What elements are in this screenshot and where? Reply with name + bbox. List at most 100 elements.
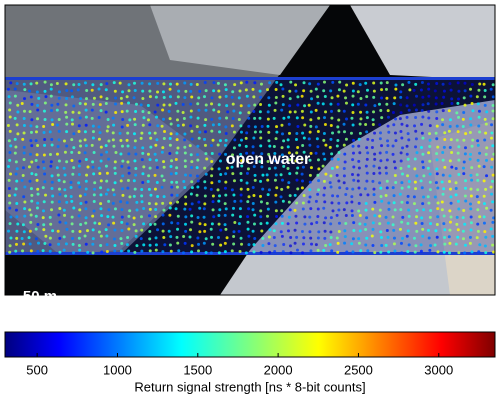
lidar-point xyxy=(268,144,272,148)
lidar-point xyxy=(139,237,143,241)
lidar-point xyxy=(104,192,108,196)
lidar-point xyxy=(457,251,461,255)
lidar-point xyxy=(296,187,300,191)
lidar-point xyxy=(23,97,27,101)
lidar-point xyxy=(379,109,383,113)
lidar-point xyxy=(50,208,54,212)
lidar-point xyxy=(394,181,398,185)
lidar-point xyxy=(203,80,207,84)
lidar-point xyxy=(211,208,215,212)
lidar-point xyxy=(364,201,368,205)
lidar-point xyxy=(216,81,220,85)
lidar-point xyxy=(168,243,172,247)
lidar-point xyxy=(57,213,61,217)
lidar-point xyxy=(443,228,447,232)
lidar-point xyxy=(142,222,146,226)
lidar-point xyxy=(392,194,396,198)
lidar-point xyxy=(105,82,109,86)
lidar-point xyxy=(443,165,447,169)
lidar-point xyxy=(78,208,82,212)
lidar-point xyxy=(8,206,12,210)
lidar-point xyxy=(394,139,398,143)
lidar-point xyxy=(443,137,447,141)
lidar-point xyxy=(345,187,349,191)
lidar-point xyxy=(181,103,185,107)
lidar-point xyxy=(421,227,425,231)
lidar-point xyxy=(8,101,12,105)
lidar-point xyxy=(336,94,340,98)
lidar-point xyxy=(484,152,488,156)
lidar-point xyxy=(44,234,48,238)
lidar-point xyxy=(477,164,481,168)
lidar-point xyxy=(176,241,180,245)
lidar-point xyxy=(211,123,215,127)
lidar-point xyxy=(378,171,382,175)
lidar-point xyxy=(308,195,312,199)
lidar-point xyxy=(461,216,465,220)
lidar-point xyxy=(156,124,160,128)
lidar-point xyxy=(308,173,312,177)
lidar-point xyxy=(37,96,41,100)
lidar-point xyxy=(331,131,335,135)
lidar-point xyxy=(127,171,131,175)
lidar-point xyxy=(218,208,222,212)
lidar-point xyxy=(113,160,117,164)
lidar-point xyxy=(323,200,327,204)
lidar-point xyxy=(365,146,369,150)
lidar-point xyxy=(219,228,223,232)
lidar-point xyxy=(426,166,430,170)
lidar-point xyxy=(303,104,307,108)
lidar-point xyxy=(296,166,300,170)
colorbar-tick-label: 500 xyxy=(26,362,48,377)
lidar-point xyxy=(288,244,292,248)
lidar-point xyxy=(83,151,87,155)
lidar-point xyxy=(170,221,174,225)
lidar-point xyxy=(301,165,305,169)
lidar-point xyxy=(386,235,390,239)
lidar-point xyxy=(251,229,255,233)
lidar-point xyxy=(189,173,193,177)
lidar-point xyxy=(148,229,152,233)
lidar-point xyxy=(288,208,292,212)
lidar-point xyxy=(365,110,369,114)
lidar-point xyxy=(275,130,279,134)
lidar-point xyxy=(303,123,307,127)
lidar-point xyxy=(232,206,236,210)
lidar-point xyxy=(267,103,271,107)
lidar-point xyxy=(210,222,214,226)
lidar-point xyxy=(203,130,207,134)
lidar-point xyxy=(301,242,305,246)
lidar-point xyxy=(442,250,446,254)
lidar-point xyxy=(28,110,32,114)
lidar-point xyxy=(232,130,236,134)
lidar-point xyxy=(413,124,417,128)
lidar-point xyxy=(233,199,237,203)
lidar-point xyxy=(219,172,223,176)
lidar-point xyxy=(435,152,439,156)
lidar-point xyxy=(162,235,166,239)
lidar-point xyxy=(309,249,313,253)
lidar-point xyxy=(455,124,459,128)
lidar-point xyxy=(126,123,130,127)
lidar-point xyxy=(141,151,145,155)
lidar-point xyxy=(435,172,439,176)
lidar-point xyxy=(435,124,439,128)
lidar-point xyxy=(329,222,333,226)
lidar-point xyxy=(209,227,213,231)
lidar-point xyxy=(288,97,292,101)
lidar-point xyxy=(195,166,199,170)
lidar-point xyxy=(107,208,111,212)
lidar-point xyxy=(154,248,158,252)
lidar-point xyxy=(484,131,488,135)
lidar-point xyxy=(288,89,292,93)
lidar-point xyxy=(30,172,34,176)
lidar-point xyxy=(184,89,188,93)
lidar-point xyxy=(22,116,26,120)
lidar-point xyxy=(274,88,278,92)
lidar-point xyxy=(415,94,419,98)
lidar-point xyxy=(91,124,95,128)
lidar-point xyxy=(224,131,228,135)
lidar-point xyxy=(275,215,279,219)
lidar-point xyxy=(421,136,425,140)
lidar-point xyxy=(324,244,328,248)
